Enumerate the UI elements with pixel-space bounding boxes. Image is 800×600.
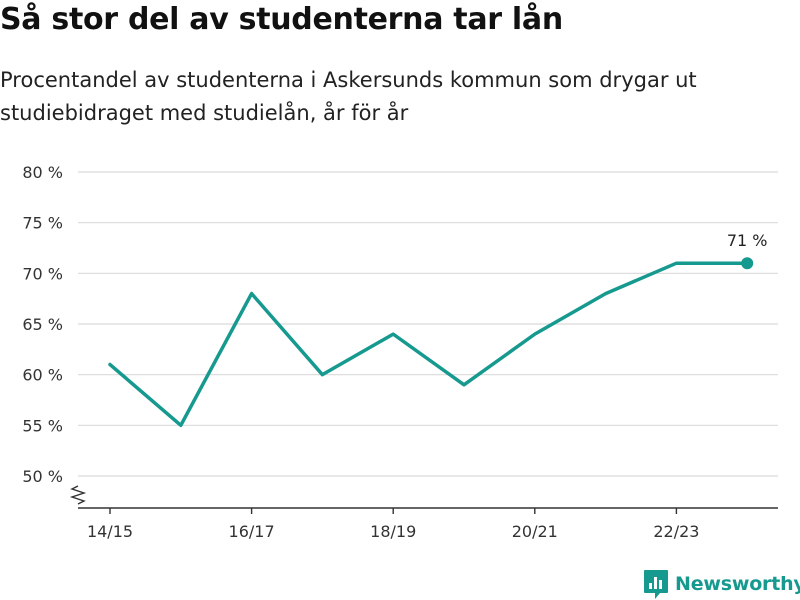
y-tick-label: 75 % <box>22 214 63 233</box>
series-line <box>108 261 749 428</box>
x-tick-label: 20/21 <box>512 522 558 541</box>
end-value-label: 71 % <box>727 231 768 250</box>
newsworthy-logo-icon <box>644 570 668 599</box>
x-tick-label: 18/19 <box>370 522 416 541</box>
y-tick-label: 50 % <box>22 467 63 486</box>
y-tick-label: 70 % <box>22 264 63 283</box>
y-tick-label: 65 % <box>22 315 63 334</box>
chart-subtitle: Procentandel av studenterna i Askersunds… <box>0 68 697 125</box>
brand-footer: Newsworthy <box>643 568 800 600</box>
brand-name: Newsworthy <box>675 573 800 595</box>
y-tick-label: 55 % <box>22 416 63 435</box>
y-tick-label: 60 % <box>22 366 63 385</box>
axis-break-icon <box>69 485 87 505</box>
end-point-marker <box>741 257 754 270</box>
x-tick-label: 22/23 <box>653 522 699 541</box>
x-tick-label: 14/15 <box>87 522 133 541</box>
x-tick-label: 16/17 <box>229 522 275 541</box>
y-tick-label: 80 % <box>22 163 63 182</box>
chart-title: Så stor del av studenterna tar lån <box>0 2 563 37</box>
